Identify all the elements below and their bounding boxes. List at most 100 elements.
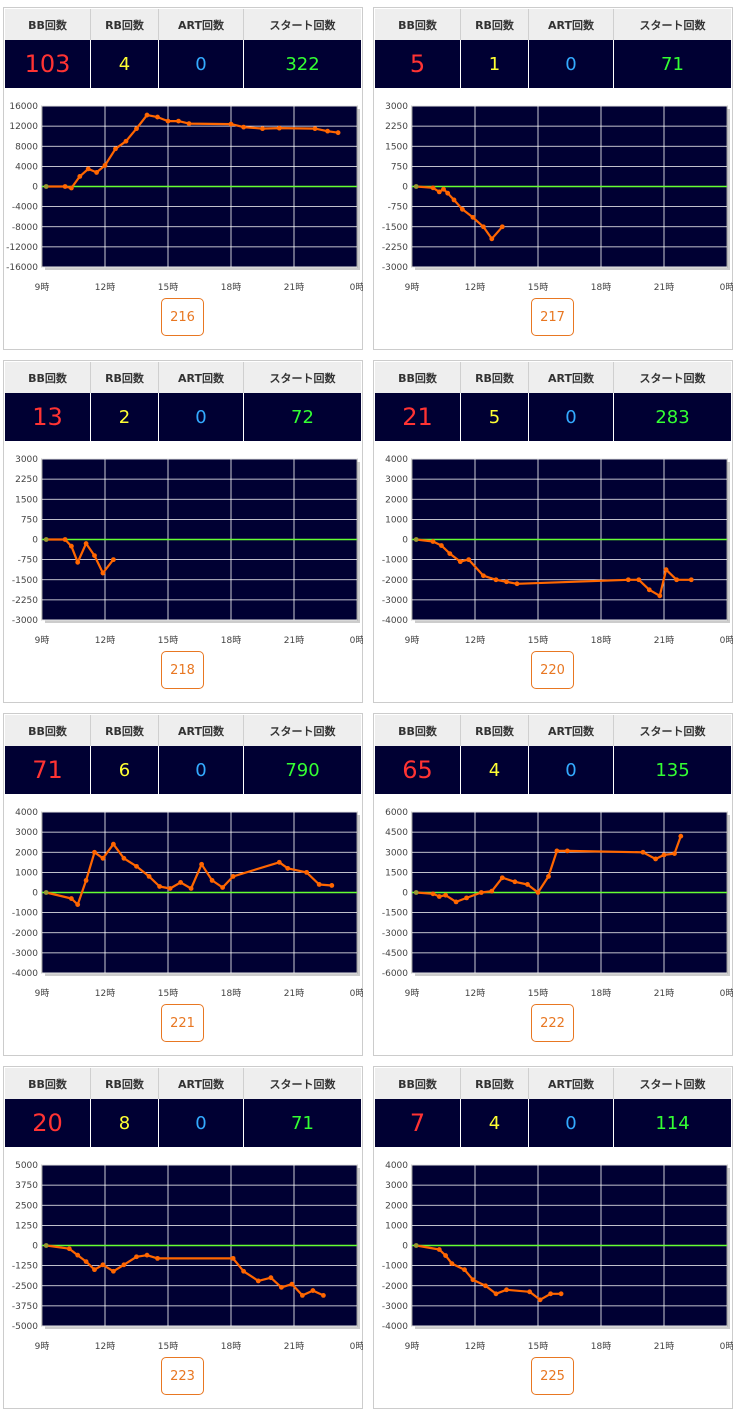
data-point [62,184,68,189]
data-point [413,890,419,895]
rb-count: 1 [461,40,529,88]
y-tick-label: 1500 [385,868,408,878]
y-tick-label: -6000 [382,969,408,979]
x-tick-label: 12時 [465,1341,485,1352]
data-point [445,190,451,196]
data-point [176,118,181,124]
y-tick-label: 4000 [15,162,38,172]
y-tick-label: -4000 [382,616,408,626]
stats-header-row: BB回数 RB回数 ART回数 スタート回数 [5,715,361,746]
y-tick-label: -3000 [382,596,408,606]
data-point [220,885,226,890]
data-point [499,224,505,230]
start-count: 72 [291,406,314,428]
stats-value-row: 20 8 0 71 [5,1099,361,1147]
machine-card: BB回数 RB回数 ART回数 スタート回数 13 2 0 72 3000 2250 1500 750… [3,360,363,703]
y-tick-label: 1500 [385,142,408,152]
x-tick-label: 0時 [350,988,363,999]
data-point [646,587,652,593]
data-point [241,124,247,130]
data-point [188,886,194,891]
data-point [43,890,49,895]
art-header: ART回数 [159,715,244,746]
y-tick-label: 2000 [385,1201,408,1211]
bb-header: BB回数 [5,9,91,40]
start-count-header: スタート回数 [639,371,706,385]
y-tick-label: 0 [32,183,38,193]
data-point [300,1293,305,1298]
machine-card: BB回数 RB回数 ART回数 スタート回数 103 4 0 322 16000 12000 800… [3,7,363,350]
y-tick-label: 0 [32,1242,38,1252]
data-point [460,206,465,212]
data-point [310,1288,316,1293]
data-point [688,577,694,583]
data-point [100,1262,106,1268]
data-point [199,861,205,867]
slump-series-line [46,114,339,190]
data-point [83,878,89,883]
data-point [636,577,642,583]
data-point [489,888,495,894]
machine-number-button[interactable]: 218 [161,651,204,689]
data-point [241,1268,247,1274]
data-point [285,865,291,871]
data-point [504,579,509,585]
y-tick-label: 8000 [15,142,38,152]
data-point [430,185,436,191]
x-tick-label: 15時 [528,1341,548,1352]
art-count: 0 [529,1099,614,1147]
data-point [625,577,631,583]
machine-number-button[interactable]: 225 [531,1357,574,1395]
x-tick-label: 0時 [720,282,733,293]
art-header: ART回数 [159,9,244,40]
start-count: 322 [285,53,320,75]
y-tick-label: 3000 [385,475,408,485]
bb-header: BB回数 [5,715,91,746]
data-point [525,882,530,887]
stats-value-row: 5 1 0 71 [375,40,731,88]
data-point [69,896,74,901]
y-tick-label: 4000 [15,808,38,818]
data-point [441,186,446,192]
data-point [123,138,129,144]
data-point [527,1289,532,1295]
machine-number-button[interactable]: 217 [531,298,574,336]
data-point [504,1287,509,1293]
x-tick-label: 15時 [528,635,548,646]
data-point [640,849,646,855]
y-tick-label: -4000 [382,1322,408,1332]
art-header: ART回数 [529,1068,614,1099]
y-tick-label: -1250 [12,1262,38,1272]
start-count-header: スタート回数 [269,371,336,385]
start-count-header: スタート回数 [269,18,336,32]
machine-number-button[interactable]: 216 [161,298,204,336]
y-tick-label: 0 [402,536,408,546]
data-point [230,1255,236,1261]
bb-header: BB回数 [375,715,461,746]
rb-count: 4 [91,40,159,88]
machine-number-button[interactable]: 221 [161,1004,204,1042]
rb-header: RB回数 [91,362,159,393]
bb-count: 21 [375,393,461,441]
y-tick-label: -750 [18,556,39,566]
x-tick-label: 15時 [528,282,548,293]
y-tick-label: -2000 [382,576,408,586]
machine-number-button[interactable]: 220 [531,651,574,689]
machine-number-button[interactable]: 223 [161,1357,204,1395]
x-tick-label: 21時 [284,1341,304,1352]
data-point [69,185,74,191]
data-point [155,1255,160,1261]
y-tick-label: 3750 [15,1181,38,1191]
start-count: 71 [661,53,684,75]
data-point [111,1268,116,1274]
data-point [167,886,173,891]
slump-chart: 16000 12000 8000 4000 0 -4000 -8000 -12000 -1600… [6,102,363,293]
data-point [121,1262,127,1268]
data-point [85,166,91,172]
machine-number-button[interactable]: 222 [531,1004,574,1042]
y-tick-label: 1000 [385,515,408,525]
slump-chart: 6000 4500 3000 1500 0 -1500 -3000 -4500 -6000 9時 1… [382,808,733,999]
data-point [43,184,49,189]
data-point [466,557,472,563]
